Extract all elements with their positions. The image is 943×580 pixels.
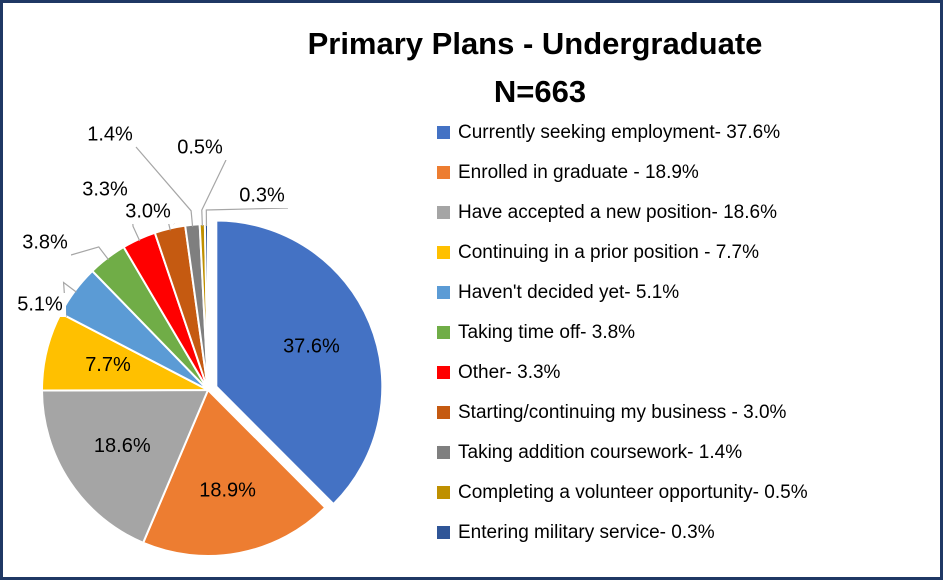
data-label: 0.5% (177, 136, 223, 158)
legend-label: Haven't decided yet- 5.1% (458, 282, 679, 303)
data-label: 5.1% (17, 293, 63, 315)
data-label: 0.3% (239, 184, 285, 206)
label-bg (238, 184, 288, 208)
pie-slice (215, 219, 384, 506)
legend-swatch (437, 166, 450, 179)
data-label: 18.9% (199, 479, 256, 501)
legend-swatch (437, 206, 450, 219)
legend-label: Enrolled in graduate - 18.9% (458, 162, 699, 183)
leader-line (201, 159, 227, 227)
label-bg (21, 231, 71, 255)
legend-label: Currently seeking employment- 37.6% (458, 122, 780, 143)
data-label: 37.6% (283, 336, 340, 358)
data-label: 3.3% (82, 178, 128, 200)
legend-label: Completing a volunteer opportunity- 0.5% (458, 482, 808, 503)
data-label: 7.7% (85, 354, 131, 376)
leader-line (205, 207, 289, 227)
leader-line (135, 146, 194, 227)
label-bg (176, 136, 226, 160)
legend-swatch (437, 286, 450, 299)
legend-swatch (437, 126, 450, 139)
legend-swatch (437, 326, 450, 339)
legend-swatch (437, 246, 450, 259)
legend-label: Taking addition coursework- 1.4% (458, 442, 742, 463)
legend-label: Other- 3.3% (458, 362, 561, 383)
data-label: 3.0% (125, 200, 171, 222)
data-label: 3.8% (22, 231, 68, 253)
legend-label: Entering military service- 0.3% (458, 522, 715, 543)
label-bg (86, 123, 136, 147)
label-bg (81, 178, 131, 202)
label-bg (16, 293, 66, 317)
legend-swatch (437, 366, 450, 379)
legend-swatch (437, 526, 450, 539)
chart-subtitle: N=663 (494, 74, 586, 109)
pie-slice (141, 388, 327, 557)
legend-label: Continuing in a prior position - 7.7% (458, 242, 759, 263)
chart-title: Primary Plans - Undergraduate (308, 26, 763, 61)
data-label: 18.6% (94, 435, 151, 457)
legend-label: Have accepted a new position- 18.6% (458, 202, 777, 223)
legend-swatch (437, 446, 450, 459)
legend-label: Starting/continuing my business - 3.0% (458, 402, 787, 423)
legend-swatch (437, 486, 450, 499)
leader-line (70, 246, 109, 261)
data-label: 1.4% (87, 123, 133, 145)
pie-slice (40, 388, 210, 545)
legend-swatch (437, 406, 450, 419)
legend-label: Taking time off- 3.8% (458, 322, 635, 343)
label-bg (124, 200, 174, 224)
